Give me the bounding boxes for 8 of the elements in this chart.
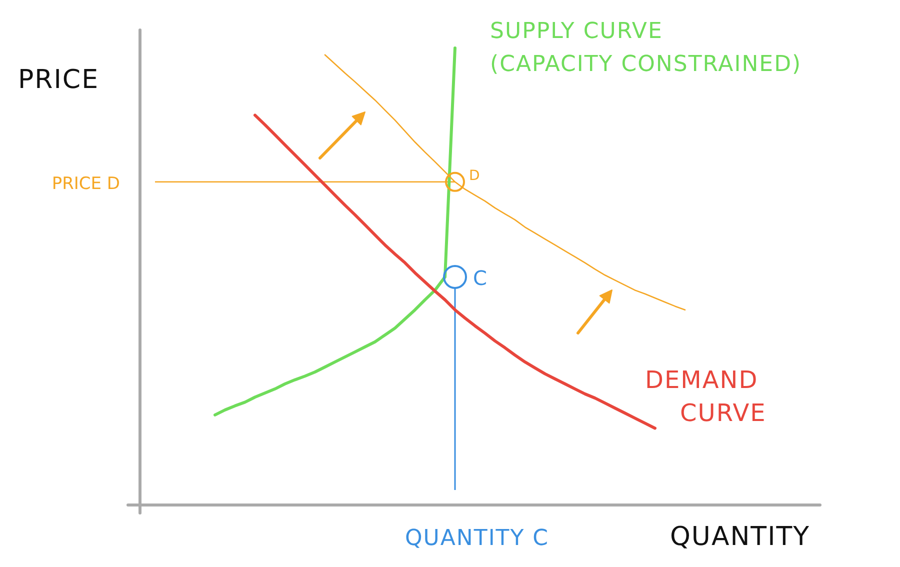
x-axis-title: QUANTITY (670, 522, 810, 552)
series-label: DEMAND CURVE (645, 366, 766, 428)
series-label: SUPPLY CURVE (CAPACITY CONSTRAINED) (490, 19, 802, 77)
annotation: C (473, 266, 487, 290)
y-axis-title: PRICE (18, 65, 99, 95)
text: QUANTITY C (404, 526, 550, 551)
ref-line-label: PRICE D (52, 174, 120, 194)
annotation: D (469, 168, 480, 184)
